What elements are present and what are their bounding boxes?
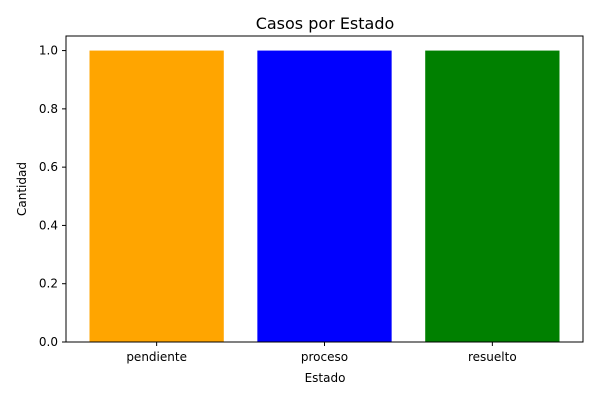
y-axis-label: Cantidad	[15, 162, 29, 216]
bar-pendiente	[89, 50, 224, 342]
y-tick-label: 0.2	[39, 277, 58, 291]
y-axis-ticks: 0.0 0.2 0.4 0.6 0.8 1.0	[39, 44, 66, 349]
y-tick-label: 1.0	[39, 44, 58, 58]
y-tick-label: 0.4	[39, 218, 58, 232]
x-tick-label: resuelto	[468, 350, 517, 364]
bar-resuelto	[425, 50, 560, 342]
chart-title: Casos por Estado	[256, 14, 395, 33]
x-axis-label: Estado	[305, 371, 346, 385]
bars-group	[89, 50, 560, 342]
x-tick-label: pendiente	[126, 350, 187, 364]
bar-proceso	[257, 50, 392, 342]
y-tick-label: 0.6	[39, 160, 58, 174]
y-tick-label: 0.8	[39, 102, 58, 116]
x-tick-label: proceso	[301, 350, 348, 364]
x-axis-ticks: pendiente proceso resuelto	[126, 342, 517, 364]
y-tick-label: 0.0	[39, 335, 58, 349]
